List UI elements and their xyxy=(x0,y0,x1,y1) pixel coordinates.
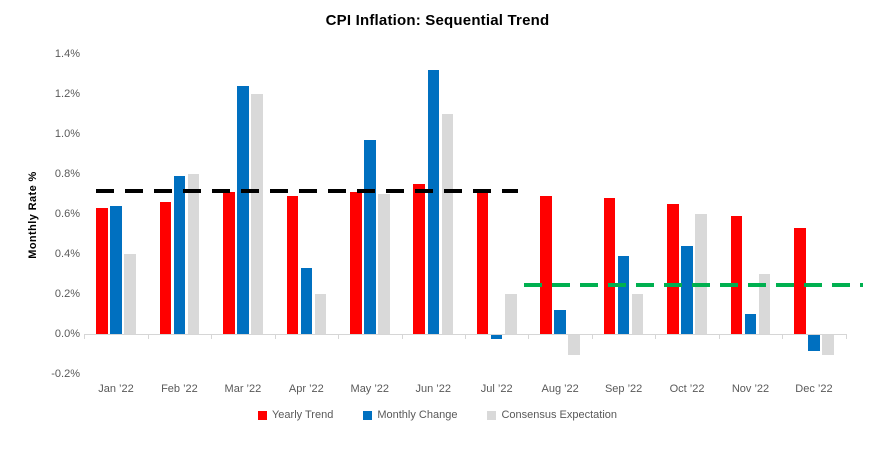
x-axis-tick xyxy=(591,334,593,339)
x-axis-tick xyxy=(338,334,340,339)
bar-consensus-expectation-oct-22 xyxy=(695,214,707,334)
bar-yearly-trend-jan-22 xyxy=(96,208,108,334)
x-axis-tick xyxy=(211,334,213,339)
bar-yearly-trend-jul-22 xyxy=(476,192,489,334)
reference-line-jan-22-to-jul-22 xyxy=(96,189,518,193)
y-tick-label-1-0: 1.0% xyxy=(54,128,80,140)
x-tick-label-jul-22: Jul ’22 xyxy=(480,383,513,395)
x-axis-tick xyxy=(84,334,86,339)
bar-consensus-expectation-mar-22 xyxy=(251,94,263,334)
x-tick-label-nov-22: Nov ’22 xyxy=(731,383,770,395)
x-tick-label-oct-22: Oct ’22 xyxy=(669,383,705,395)
bar-yearly-trend-nov-22 xyxy=(730,216,743,334)
bar-monthly-change-aug-22 xyxy=(554,310,566,334)
bar-yearly-trend-apr-22 xyxy=(286,196,299,334)
bar-consensus-expectation-jan-22 xyxy=(124,254,136,334)
bar-consensus-expectation-jul-22 xyxy=(505,294,517,334)
bar-monthly-change-may-22 xyxy=(364,140,376,334)
y-tick-label-0-6: 0.6% xyxy=(54,208,80,220)
y-tick-label-1-2: 1.2% xyxy=(54,88,80,100)
legend-item-consensus-expectation: Consensus Expectation xyxy=(487,409,617,421)
x-tick-label-may-22: May ’22 xyxy=(350,383,390,395)
bar-monthly-change-jun-22 xyxy=(427,70,439,334)
y-tick-label-0-2: 0.2% xyxy=(54,288,80,300)
x-axis-tick xyxy=(718,334,720,339)
bar-monthly-change-dec-22 xyxy=(808,335,820,351)
y-tick-label-0-8: 0.8% xyxy=(54,168,80,180)
x-axis-tick xyxy=(274,334,276,339)
x-tick-label-jan-22: Jan ’22 xyxy=(98,383,134,395)
x-tick-label-aug-22: Aug ’22 xyxy=(541,383,579,395)
bar-consensus-expectation-aug-22 xyxy=(568,335,580,355)
chart-title: CPI Inflation: Sequential Trend xyxy=(325,12,550,29)
legend-label: Monthly Change xyxy=(377,409,458,421)
y-tick-label-1-4: 1.4% xyxy=(54,48,80,60)
x-tick-label-feb-22: Feb ’22 xyxy=(161,383,198,395)
legend-label: Yearly Trend xyxy=(271,409,334,421)
bar-consensus-expectation-feb-22 xyxy=(187,174,200,334)
bar-yearly-trend-oct-22 xyxy=(667,204,679,334)
bar-yearly-trend-sep-22 xyxy=(603,198,616,334)
bar-monthly-change-oct-22 xyxy=(681,246,693,334)
x-axis-tick xyxy=(782,334,784,339)
x-tick-label-apr-22: Apr ’22 xyxy=(288,383,324,395)
bar-monthly-change-jul-22 xyxy=(490,335,503,339)
legend-swatch-icon xyxy=(257,410,267,420)
legend-swatch-icon xyxy=(363,410,373,420)
y-tick-label-0-2: -0.2% xyxy=(51,368,80,380)
legend: Yearly Trend Monthly Change Consensus Expe… xyxy=(0,409,875,421)
bar-consensus-expectation-may-22 xyxy=(378,194,390,334)
reference-line-aug-22-to-dec-22 xyxy=(524,283,863,287)
bar-monthly-change-jan-22 xyxy=(110,206,122,334)
x-tick-label-dec-22: Dec ’22 xyxy=(795,383,833,395)
bar-yearly-trend-jun-22 xyxy=(413,184,425,334)
bar-monthly-change-apr-22 xyxy=(300,268,313,334)
x-tick-label-sep-22: Sep ’22 xyxy=(604,383,643,395)
legend-item-yearly-trend: Yearly Trend xyxy=(257,409,334,421)
legend-label: Consensus Expectation xyxy=(501,409,618,421)
bar-monthly-change-feb-22 xyxy=(173,176,186,334)
x-axis-tick xyxy=(465,334,466,339)
bar-yearly-trend-dec-22 xyxy=(794,228,806,334)
x-axis-tick xyxy=(528,334,530,339)
bar-consensus-expectation-dec-22 xyxy=(822,335,834,355)
bar-monthly-change-sep-22 xyxy=(617,256,630,334)
bar-yearly-trend-mar-22 xyxy=(223,192,235,334)
x-tick-label-jun-22: Jun ’22 xyxy=(415,383,451,395)
x-tick-label-mar-22: Mar ’22 xyxy=(224,383,262,395)
x-axis-tick xyxy=(147,334,149,339)
legend-item-monthly-change: Monthly Change xyxy=(363,409,457,421)
x-axis-tick xyxy=(845,334,847,339)
bar-consensus-expectation-nov-22 xyxy=(758,274,771,334)
bar-yearly-trend-may-22 xyxy=(350,192,362,334)
x-axis-tick xyxy=(655,334,657,339)
legend-swatch-icon xyxy=(487,410,497,420)
x-axis-tick xyxy=(401,334,403,339)
bar-yearly-trend-aug-22 xyxy=(540,196,552,334)
y-tick-label-0-4: 0.4% xyxy=(54,248,80,260)
bar-consensus-expectation-jun-22 xyxy=(441,114,454,334)
y-tick-label-0-0: 0.0% xyxy=(54,328,80,340)
bar-monthly-change-mar-22 xyxy=(237,86,249,334)
bar-consensus-expectation-sep-22 xyxy=(631,294,644,334)
bar-yearly-trend-feb-22 xyxy=(159,202,172,334)
bar-consensus-expectation-apr-22 xyxy=(314,294,327,334)
bar-monthly-change-nov-22 xyxy=(744,314,757,334)
